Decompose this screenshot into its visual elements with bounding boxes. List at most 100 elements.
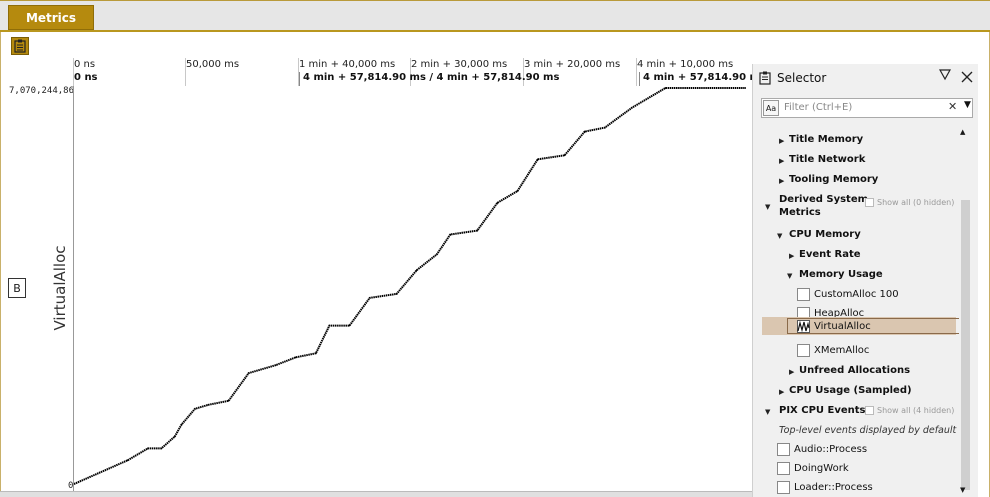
tree-item-cpu-memory[interactable]: CPU Memory (789, 229, 861, 240)
expand-arrow-icon[interactable]: ▶ (789, 368, 795, 376)
series-point (395, 293, 398, 295)
series-point (127, 459, 129, 462)
tree-item-loader-process[interactable]: Loader::Process (794, 482, 873, 493)
tab-metrics[interactable]: Metrics (8, 5, 94, 30)
series-point (516, 190, 519, 192)
checkbox[interactable] (797, 344, 810, 357)
collapse-arrow-icon[interactable]: ▼ (787, 272, 793, 280)
series-point (415, 269, 418, 271)
tree-item-cpu-usage[interactable]: CPU Usage (Sampled) (789, 385, 912, 396)
selector-header: Selector (753, 64, 979, 92)
clipboard-button[interactable] (11, 37, 29, 55)
clipboard-icon (759, 71, 771, 85)
tree-item-audio-process[interactable]: Audio::Process (794, 444, 868, 455)
clipboard-icon (14, 39, 26, 53)
series-point (315, 352, 317, 355)
tree-item-virtual-alloc[interactable]: VirtualAlloc (814, 321, 871, 332)
y-axis-title: VirtualAlloc (51, 245, 69, 331)
series-point (194, 408, 196, 410)
expand-arrow-icon[interactable]: ▶ (779, 137, 785, 145)
series-point (436, 253, 438, 256)
chevron-down-icon[interactable]: ▼ (964, 100, 971, 110)
series-point (328, 324, 331, 327)
show-all-label: Show all (4 hidden) (877, 406, 955, 415)
collapse-arrow-icon[interactable]: ▼ (765, 408, 771, 416)
selection-separator (639, 72, 640, 86)
selector-tree: ▶ Title Memory ▶ Title Network ▶ Tooling… (753, 126, 959, 497)
line-series-icon[interactable] (797, 320, 810, 333)
ruler-tick-label: 0 ns (74, 59, 96, 70)
show-all-checkbox[interactable] (865, 406, 874, 415)
series-point (207, 404, 210, 406)
frame-border-left (0, 32, 1, 497)
expand-arrow-icon[interactable]: ▶ (779, 157, 785, 165)
show-all-checkbox[interactable] (865, 198, 874, 207)
tree-item-heap-alloc[interactable]: HeapAlloc (814, 308, 865, 319)
series-point (496, 202, 499, 204)
series-point (174, 435, 176, 438)
selection-separator (299, 72, 300, 86)
series-point (73, 483, 75, 485)
checkbox[interactable] (797, 288, 810, 301)
selected-row-border (787, 318, 959, 334)
scroll-down-icon[interactable]: ▼ (960, 486, 966, 494)
tree-item-event-rate[interactable]: Event Rate (799, 249, 861, 260)
time-ruler[interactable]: 0 ns 50,000 ms 1 min + 40,000 ms 2 min +… (73, 58, 766, 86)
scrollbar-thumb[interactable] (961, 200, 970, 490)
tree-item-title-memory[interactable]: Title Memory (789, 134, 864, 145)
horizontal-scrollbar[interactable] (0, 491, 752, 497)
top-level-note: Top-level events displayed by default (779, 425, 957, 436)
checkbox[interactable] (777, 462, 790, 475)
ruler-tick (73, 58, 74, 86)
tree-item-doing-work[interactable]: DoingWork (794, 463, 849, 474)
series-point (180, 423, 183, 426)
scroll-up-icon[interactable]: ▲ (960, 128, 966, 136)
tree-item-pix-cpu-events[interactable]: PIX CPU Events (779, 405, 866, 416)
ruler-tick (185, 58, 186, 86)
ruler-tick (523, 58, 524, 86)
tree-item-derived-line1[interactable]: Derived System (779, 194, 869, 205)
tree-item-xmem-alloc[interactable]: XMemAlloc (814, 345, 870, 356)
expand-arrow-icon[interactable]: ▶ (779, 177, 785, 185)
chart-svg (73, 87, 747, 485)
collapse-arrow-icon[interactable]: ▼ (777, 232, 783, 240)
b-toggle-button[interactable]: B (8, 278, 26, 298)
chart-plot-area[interactable] (73, 86, 747, 491)
series-point (274, 364, 277, 367)
selected-row-highlight (762, 317, 959, 335)
show-all-label: Show all (0 hidden) (877, 198, 955, 207)
ruler-tick-label: 4 min + 10,000 ms (637, 59, 734, 70)
ruler-tick (636, 58, 637, 86)
series-point (631, 107, 633, 109)
tree-item-title-network[interactable]: Title Network (789, 154, 866, 165)
series-point (449, 233, 452, 236)
tree-item-memory-usage[interactable]: Memory Usage (799, 269, 883, 280)
clear-icon[interactable]: ✕ (948, 100, 958, 113)
series-point (563, 154, 566, 157)
tab-bar: Metrics (0, 0, 990, 32)
match-case-toggle[interactable]: Aa (763, 100, 779, 116)
expand-arrow-icon[interactable]: ▶ (779, 388, 785, 396)
ruler-tick-label: 1 min + 40,000 ms (299, 59, 396, 70)
filter-input[interactable]: Aa Filter (Ctrl+E) ✕ ▼ (761, 98, 973, 118)
vertical-scrollbar[interactable]: ▲ ▼ (959, 126, 971, 497)
tree-item-custom-alloc[interactable]: CustomAlloc 100 (814, 289, 899, 300)
tree-item-tooling-memory[interactable]: Tooling Memory (789, 174, 879, 185)
tree-item-unfreed[interactable]: Unfreed Allocations (799, 365, 911, 376)
ruler-tick-label: 2 min + 30,000 ms (411, 59, 508, 70)
series-point (160, 447, 163, 450)
close-icon[interactable] (961, 71, 973, 83)
series-point (147, 447, 149, 450)
tree-item-derived-line2[interactable]: Metrics (779, 207, 821, 218)
filter-funnel-icon[interactable] (939, 69, 951, 81)
series-point (664, 87, 667, 89)
checkbox[interactable] (777, 481, 790, 494)
selection-end-label: 4 min + 57,814.90 ms (643, 72, 766, 83)
checkbox[interactable] (777, 443, 790, 456)
selector-panel: Selector Aa Filter (Ctrl+E) ✕ ▼ ▶ Title … (752, 64, 978, 497)
selection-start-label: 0 ns (74, 72, 98, 83)
collapse-arrow-icon[interactable]: ▼ (765, 203, 771, 211)
ruler-tick (298, 58, 299, 86)
series-point (295, 356, 297, 359)
expand-arrow-icon[interactable]: ▶ (789, 252, 795, 260)
